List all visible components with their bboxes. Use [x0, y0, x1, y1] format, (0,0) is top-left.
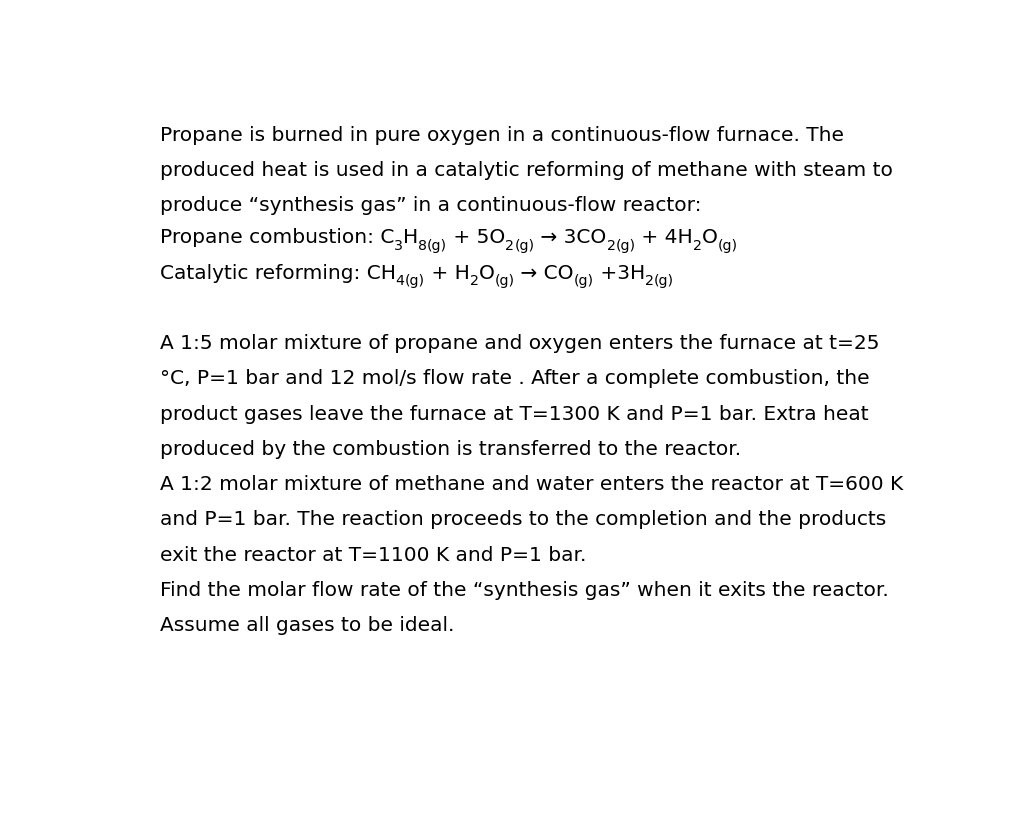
Text: 2: 2 — [506, 239, 514, 253]
Text: O: O — [702, 228, 718, 247]
Text: (g): (g) — [495, 274, 514, 288]
Text: A 1:2 molar mixture of methane and water enters the reactor at T=600 K: A 1:2 molar mixture of methane and water… — [160, 475, 903, 494]
Text: 3: 3 — [394, 239, 403, 253]
Text: → CO: → CO — [514, 263, 573, 282]
Text: Propane is burned in pure oxygen in a continuous-flow furnace. The: Propane is burned in pure oxygen in a co… — [160, 126, 844, 145]
Text: 2: 2 — [470, 274, 478, 288]
Text: product gases leave the furnace at T=1300 K and P=1 bar. Extra heat: product gases leave the furnace at T=130… — [160, 405, 868, 424]
Text: (g): (g) — [615, 239, 636, 253]
Text: → 3CO: → 3CO — [535, 228, 606, 247]
Text: (g): (g) — [573, 274, 594, 288]
Text: Catalytic reforming: CH: Catalytic reforming: CH — [160, 263, 395, 282]
Text: 2: 2 — [645, 274, 654, 288]
Text: °C, P=1 bar and 12 mol/s flow rate . After a complete combustion, the: °C, P=1 bar and 12 mol/s flow rate . Aft… — [160, 369, 869, 388]
Text: 2: 2 — [693, 239, 702, 253]
Text: 2: 2 — [606, 239, 615, 253]
Text: + 4H: + 4H — [636, 228, 693, 247]
Text: O: O — [478, 263, 495, 282]
Text: produce “synthesis gas” in a continuous-flow reactor:: produce “synthesis gas” in a continuous-… — [160, 197, 701, 215]
Text: and P=1 bar. The reaction proceeds to the completion and the products: and P=1 bar. The reaction proceeds to th… — [160, 511, 886, 530]
Text: A 1:5 molar mixture of propane and oxygen enters the furnace at t=25: A 1:5 molar mixture of propane and oxyge… — [160, 334, 880, 353]
Text: Propane combustion: C: Propane combustion: C — [160, 228, 394, 247]
Text: + 5O: + 5O — [447, 228, 506, 247]
Text: (g): (g) — [654, 274, 674, 288]
Text: (g): (g) — [718, 239, 738, 253]
Text: + H: + H — [425, 263, 470, 282]
Text: produced by the combustion is transferred to the reactor.: produced by the combustion is transferre… — [160, 440, 741, 459]
Text: 8: 8 — [419, 239, 427, 253]
Text: +3H: +3H — [594, 263, 645, 282]
Text: H: H — [403, 228, 419, 247]
Text: (g): (g) — [427, 239, 447, 253]
Text: (g): (g) — [404, 274, 425, 288]
Text: 4: 4 — [395, 274, 404, 288]
Text: (g): (g) — [514, 239, 535, 253]
Text: exit the reactor at T=1100 K and P=1 bar.: exit the reactor at T=1100 K and P=1 bar… — [160, 546, 586, 565]
Text: produced heat is used in a catalytic reforming of methane with steam to: produced heat is used in a catalytic ref… — [160, 161, 893, 180]
Text: Find the molar flow rate of the “synthesis gas” when it exits the reactor.: Find the molar flow rate of the “synthes… — [160, 581, 889, 600]
Text: Assume all gases to be ideal.: Assume all gases to be ideal. — [160, 616, 454, 636]
